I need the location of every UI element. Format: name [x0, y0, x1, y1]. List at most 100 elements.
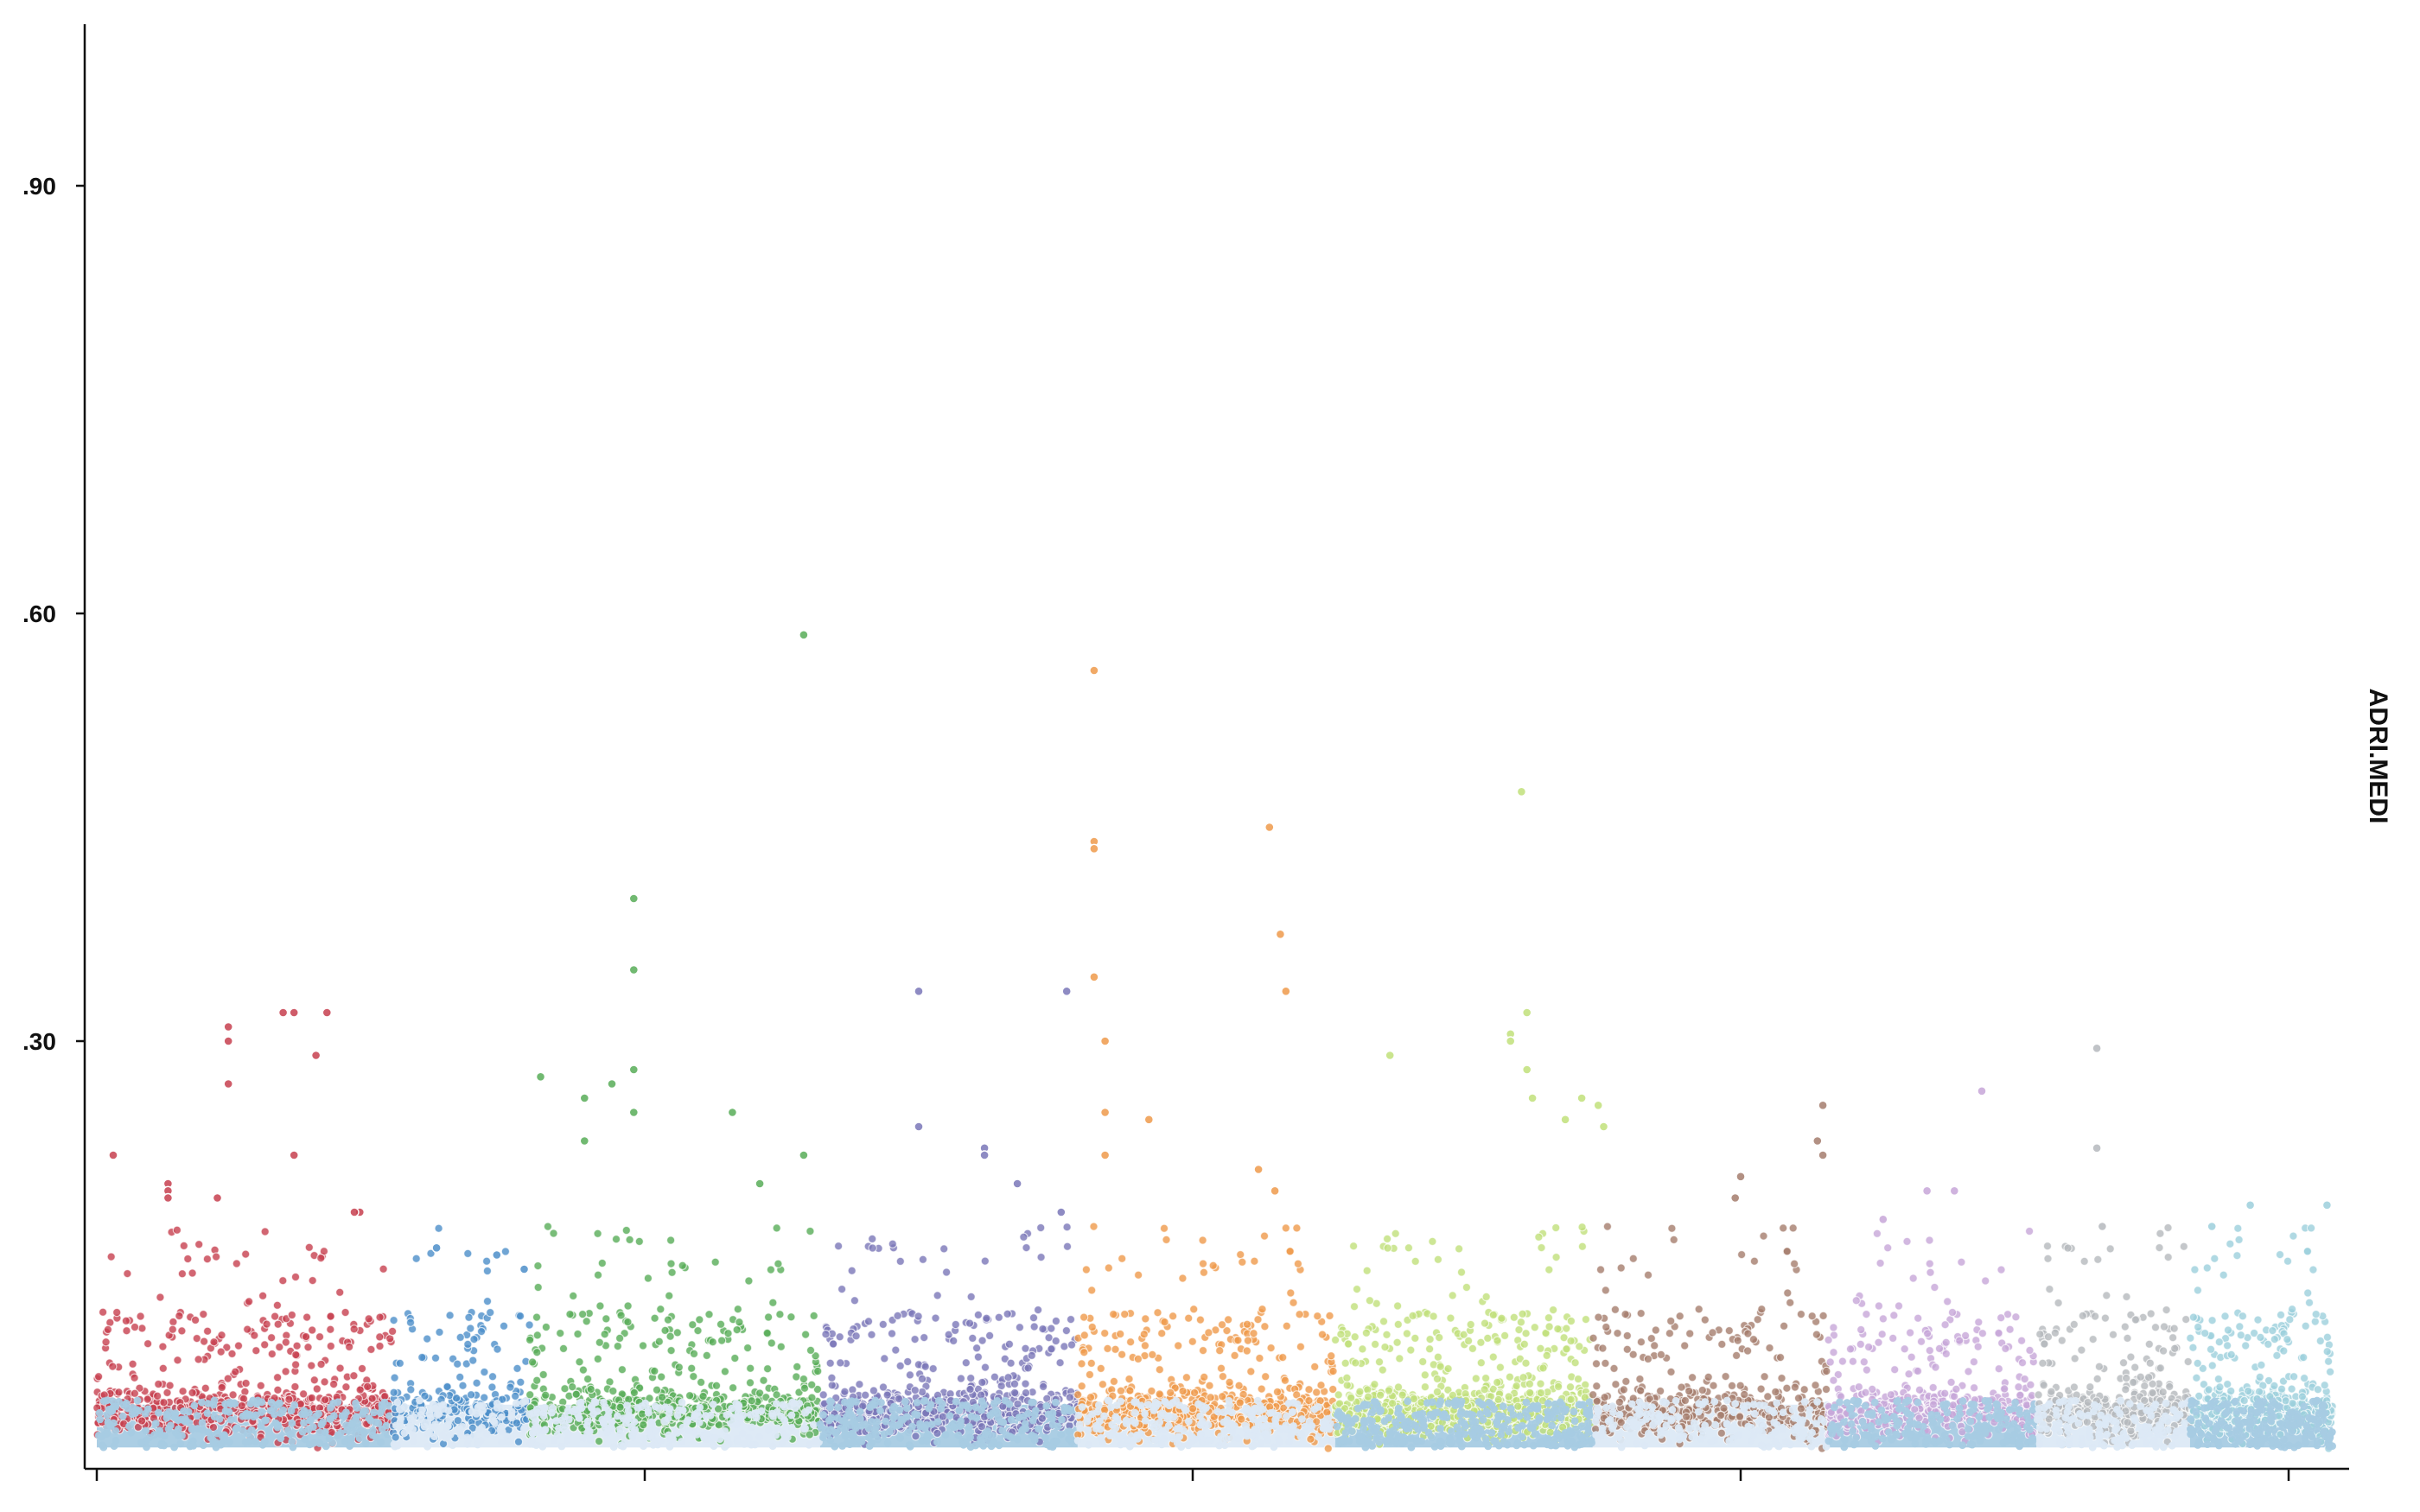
data-point	[1160, 1317, 1169, 1327]
baseline-point	[106, 1420, 114, 1429]
baseline-point	[787, 1423, 796, 1432]
baseline-point	[288, 1419, 296, 1427]
baseline-point	[215, 1414, 224, 1423]
baseline-point	[326, 1414, 334, 1423]
baseline-point	[1293, 1428, 1301, 1436]
data-point	[466, 1390, 476, 1400]
baseline-point	[669, 1435, 677, 1444]
data-point	[137, 1416, 147, 1426]
baseline-point	[966, 1443, 975, 1452]
data-point	[223, 1374, 232, 1383]
data-point	[270, 1312, 280, 1321]
data-point	[1355, 1387, 1365, 1396]
data-point	[266, 1332, 277, 1343]
data-point	[290, 1272, 301, 1282]
data-point	[850, 1296, 860, 1306]
baseline-point	[563, 1436, 571, 1445]
baseline-point	[300, 1419, 308, 1427]
baseline-point	[1535, 1414, 1544, 1422]
data-point	[910, 1385, 920, 1395]
data-point	[262, 1319, 271, 1329]
baseline-point	[908, 1422, 916, 1431]
data-point	[733, 1304, 743, 1314]
baseline-point	[1413, 1438, 1421, 1446]
data-point	[1117, 1254, 1127, 1263]
baseline-point	[1557, 1414, 1565, 1422]
data-point	[698, 1391, 708, 1401]
baseline-point	[1453, 1423, 1462, 1432]
data-point	[1065, 1393, 1075, 1402]
data-point	[349, 1371, 359, 1381]
baseline-point	[355, 1434, 364, 1442]
baseline-point	[811, 1437, 819, 1445]
data-point	[1255, 1353, 1264, 1363]
data-point	[309, 1375, 319, 1385]
data-point	[1334, 1390, 1343, 1400]
baseline-point	[1543, 1440, 1551, 1449]
baseline-point	[143, 1443, 150, 1452]
data-point	[335, 1363, 345, 1373]
data-point	[1551, 1252, 1561, 1262]
data-point	[1242, 1319, 1252, 1330]
baseline-point	[1083, 1417, 1092, 1426]
data-point	[188, 1388, 197, 1398]
outlier-point	[799, 630, 809, 640]
baseline-point	[651, 1402, 659, 1411]
baseline-point	[922, 1420, 931, 1429]
data-point	[1013, 1399, 1022, 1409]
data-point	[1736, 1249, 1747, 1260]
baseline-point	[1529, 1441, 1538, 1450]
baseline-point	[1122, 1420, 1130, 1427]
data-point	[1260, 1372, 1270, 1382]
data-point	[1480, 1318, 1490, 1328]
data-point	[868, 1234, 877, 1244]
data-point	[301, 1331, 311, 1342]
baseline-point	[96, 1415, 105, 1424]
data-point	[1077, 1382, 1086, 1391]
baseline-point	[883, 1439, 892, 1447]
data-point	[152, 1391, 162, 1401]
outlier-point	[628, 1064, 639, 1075]
baseline-point	[1030, 1436, 1039, 1445]
data-point	[411, 1254, 421, 1263]
data-point	[237, 1401, 247, 1411]
outlier-point	[519, 1264, 530, 1274]
baseline-point	[1196, 1430, 1205, 1438]
data-point	[666, 1345, 676, 1356]
outlier-point	[1089, 665, 1099, 676]
data-point	[472, 1378, 481, 1388]
data-point	[695, 1315, 704, 1325]
data-point	[1530, 1323, 1540, 1332]
data-point	[278, 1275, 288, 1286]
baseline-point	[795, 1400, 804, 1407]
data-point	[1021, 1388, 1031, 1398]
data-point	[1023, 1363, 1033, 1373]
data-point	[1125, 1337, 1136, 1347]
data-point	[971, 1344, 982, 1353]
outlier-point	[1593, 1100, 1603, 1111]
data-point	[390, 1373, 399, 1382]
data-point	[595, 1301, 605, 1311]
baseline-point	[241, 1438, 250, 1446]
baseline-point	[1298, 1415, 1306, 1423]
data-point	[863, 1317, 874, 1326]
baseline-point	[444, 1407, 453, 1415]
outlier-point	[535, 1071, 546, 1083]
data-point	[209, 1337, 219, 1347]
data-point	[1051, 1336, 1060, 1346]
data-point	[178, 1386, 188, 1396]
baseline-point	[1315, 1433, 1322, 1441]
data-point	[1198, 1259, 1208, 1268]
baseline-point	[1254, 1419, 1263, 1427]
outlier-point	[108, 1150, 118, 1160]
baseline-point	[1482, 1407, 1491, 1415]
baseline-point	[301, 1435, 309, 1444]
baseline-point	[1305, 1418, 1314, 1426]
data-point	[335, 1287, 345, 1298]
data-point	[1383, 1243, 1392, 1253]
baseline-point	[306, 1416, 314, 1425]
baseline-point	[188, 1426, 196, 1433]
baseline-point	[442, 1424, 450, 1432]
data-point	[258, 1291, 268, 1301]
data-point	[828, 1339, 838, 1349]
